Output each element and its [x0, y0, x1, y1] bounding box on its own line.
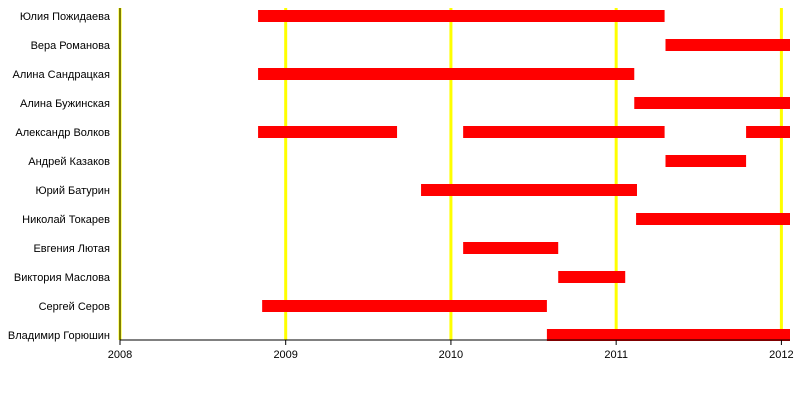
bar-1-0 [665, 39, 790, 51]
bars [258, 10, 790, 341]
bar-10-0 [262, 300, 547, 312]
bar-6-0 [421, 184, 637, 196]
grid-lines [118, 8, 783, 340]
row-labels: Юлия Пожидаева Вера Романова Алина Сандрац… [8, 11, 111, 342]
bar-9-0 [558, 271, 626, 283]
bar-8-0 [463, 242, 559, 254]
bar-4-0 [258, 126, 398, 138]
x-tick-label: 2010 [439, 349, 463, 361]
row-label: Александр Волков [15, 127, 110, 139]
row-label: Алина Бужинская [20, 98, 110, 110]
row-label: Юрий Батурин [35, 185, 110, 197]
row-label: Вера Романова [31, 40, 111, 52]
row-label: Юлия Пожидаева [20, 11, 111, 23]
bar-3-0 [634, 97, 790, 109]
x-tick-label: 2008 [108, 349, 132, 361]
bar-4-2 [746, 126, 790, 138]
row-label: Виктория Маслова [14, 272, 111, 284]
row-label: Андрей Казаков [28, 156, 110, 168]
bar-5-0 [665, 155, 747, 167]
x-tick-label: 2009 [273, 349, 297, 361]
x-axis: 2008 2009 2010 2011 2012 [108, 8, 794, 361]
row-label: Владимир Горюшин [8, 330, 110, 342]
bar-0-0 [258, 10, 665, 22]
bar-7-0 [636, 213, 790, 225]
bar-2-0 [258, 68, 635, 80]
bar-4-1 [463, 126, 665, 138]
row-label: Алина Сандрацкая [13, 69, 111, 81]
bar-11-0 [546, 329, 790, 341]
x-tick-label: 2011 [604, 349, 628, 361]
x-tick-label: 2012 [769, 349, 793, 361]
row-label: Николай Токарев [22, 214, 110, 226]
row-label: Сергей Серов [39, 301, 111, 313]
row-label: Евгения Лютая [33, 243, 110, 255]
